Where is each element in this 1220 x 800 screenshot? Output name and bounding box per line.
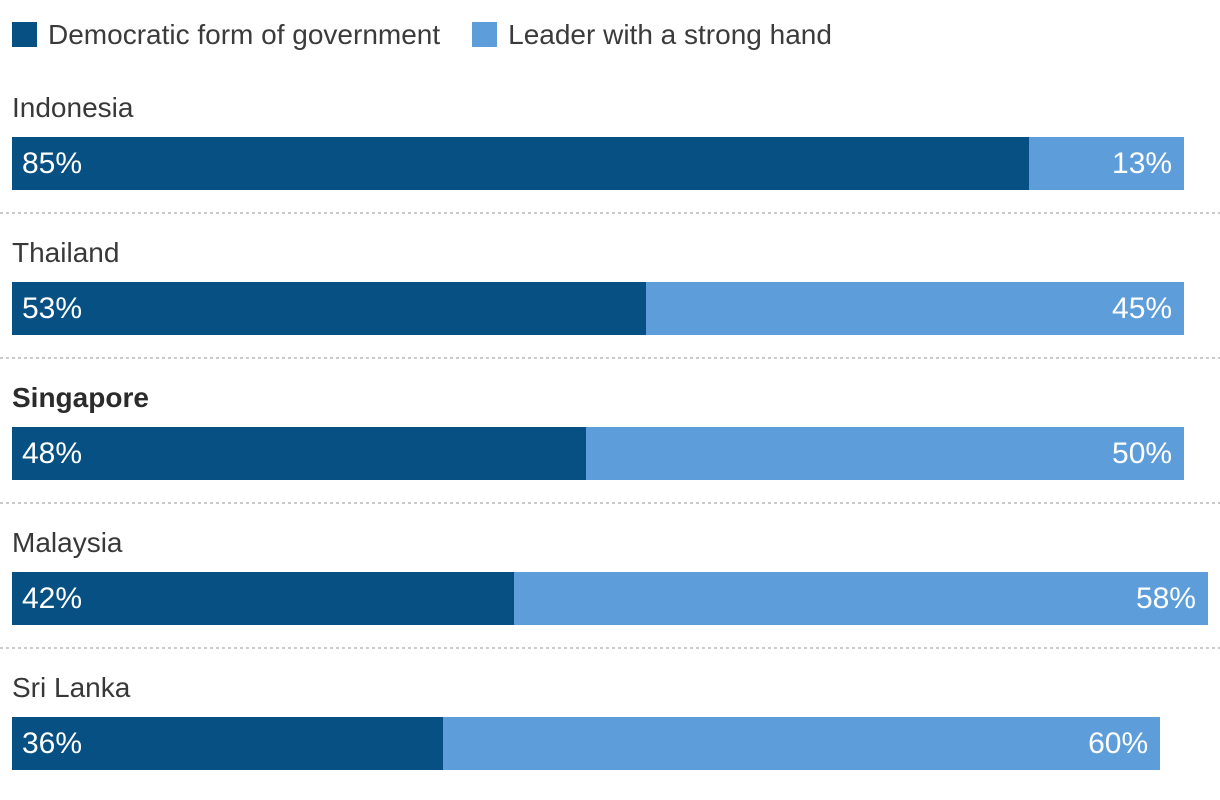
country-label: Thailand xyxy=(12,237,120,268)
legend-swatch-strong-hand xyxy=(472,22,498,47)
country-label: Indonesia xyxy=(12,92,134,123)
dotted-separator xyxy=(0,647,1220,649)
bar-value-strong-hand: 50% xyxy=(1112,437,1173,470)
bar: 48% 50% xyxy=(12,427,1208,480)
chart-row-sri-lanka: Sri Lanka 36% 60% xyxy=(0,673,1220,770)
dotted-separator xyxy=(0,212,1220,214)
country-label: Sri Lanka xyxy=(12,672,131,703)
bar-value-strong-hand: 13% xyxy=(1112,147,1173,180)
bar-segment-strong-hand: 58% xyxy=(514,572,1208,625)
bar: 85% 13% xyxy=(12,137,1208,190)
bar-value-strong-hand: 58% xyxy=(1135,582,1196,615)
bar-segment-democratic: 42% xyxy=(12,572,515,625)
bar-value-strong-hand: 45% xyxy=(1112,292,1173,325)
legend-label-strong-hand: Leader with a strong hand xyxy=(508,19,832,50)
chart-row-malaysia: Malaysia 42% 58% xyxy=(0,528,1220,625)
legend-item-strong-hand: Leader with a strong hand xyxy=(472,19,832,50)
legend: Democratic form of government Leader wit… xyxy=(12,19,1208,50)
bar-segment-democratic: 85% xyxy=(12,137,1029,190)
country-label: Singapore xyxy=(12,382,149,413)
legend-label-democratic: Democratic form of government xyxy=(48,19,441,50)
chart-row-indonesia: Indonesia 85% 13% xyxy=(0,93,1220,190)
legend-swatch-democratic xyxy=(12,22,37,47)
country-label: Malaysia xyxy=(12,527,123,558)
chart-row-singapore: Singapore 48% 50% xyxy=(0,383,1220,480)
bar: 53% 45% xyxy=(12,282,1208,335)
bar-segment-democratic: 53% xyxy=(12,282,646,335)
stacked-bar-chart: Democratic form of government Leader wit… xyxy=(0,19,1220,770)
bar-segment-strong-hand: 60% xyxy=(442,717,1161,770)
bar-segment-strong-hand: 45% xyxy=(645,282,1185,335)
bar-value-democratic: 48% xyxy=(22,437,83,470)
legend-item-democratic: Democratic form of government xyxy=(12,19,441,50)
bar-value-democratic: 42% xyxy=(22,582,83,615)
bar: 36% 60% xyxy=(12,717,1208,770)
bar: 42% 58% xyxy=(12,572,1208,625)
bar-segment-strong-hand: 50% xyxy=(586,427,1185,480)
dotted-separator xyxy=(0,357,1220,359)
bar-segment-strong-hand: 13% xyxy=(1028,137,1185,190)
bar-segment-democratic: 48% xyxy=(12,427,587,480)
dotted-separator xyxy=(0,502,1220,504)
bar-value-democratic: 53% xyxy=(22,292,83,325)
bar-value-democratic: 36% xyxy=(22,727,83,760)
chart-row-thailand: Thailand 53% 45% xyxy=(0,238,1220,335)
bar-segment-democratic: 36% xyxy=(12,717,443,770)
bar-value-democratic: 85% xyxy=(22,147,83,180)
bar-value-strong-hand: 60% xyxy=(1088,727,1149,760)
